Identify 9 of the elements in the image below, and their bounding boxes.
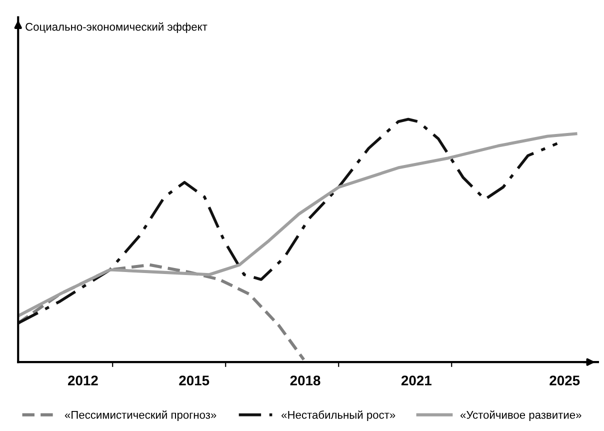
legend-label: «Пессимистический прогноз» <box>64 410 216 421</box>
legend-label: «Устойчивое развитие» <box>460 410 582 421</box>
x-tick-label: 2021 <box>401 376 432 386</box>
x-tick-label: 2015 <box>179 376 210 386</box>
text: Социально-экономический эффект <box>26 22 208 33</box>
x-tick-label: 2018 <box>290 376 320 386</box>
legend-label: «Нестабильный рост» <box>282 410 396 421</box>
x-tick-label: 2012 <box>68 376 98 386</box>
x-tick-label: 2025 <box>550 376 580 386</box>
